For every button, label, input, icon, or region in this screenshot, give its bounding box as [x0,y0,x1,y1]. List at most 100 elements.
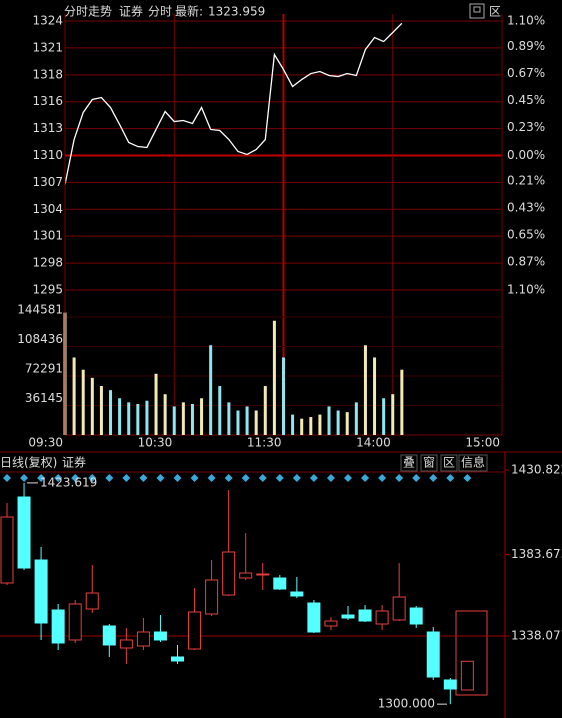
chart-title: 日线(复权) [0,456,57,470]
y-tick-label: 1338.077 [511,628,562,642]
y2-tick-label: 0.89% [507,39,545,53]
y2-tick-label: 0.21% [507,174,545,188]
button-frame[interactable] [440,454,458,472]
candle-body [341,614,355,619]
volume-bar [382,398,386,435]
volume-bar [400,369,404,435]
candle-body [358,609,372,622]
marker-diamond [105,474,114,482]
volume-bar [309,417,313,435]
candle-body [426,631,440,678]
marker-diamond [326,474,335,482]
y-tick-label: 1318 [32,67,63,81]
marker-diamond [207,474,216,482]
marker-diamond [361,474,370,482]
marker-diamond [429,474,438,482]
y-tick-label: 1301 [32,229,63,243]
candle-body [460,660,474,691]
x-tick-label: 15:00 [465,436,500,450]
candle-body [443,679,457,690]
volume-bar [99,386,103,435]
volume-bar [245,406,249,435]
y2-tick-label: 0.23% [507,120,545,134]
annotation: 1300.000 [378,697,435,711]
candle-body [51,609,65,644]
volume-bar [172,406,176,435]
button[interactable]: 信息 [461,455,485,470]
volume-bar [72,357,76,435]
y-tick-label: 144581 [17,302,63,316]
annotation: 1423.619 [40,475,97,489]
volume-bar [254,410,258,435]
icon-box[interactable] [469,3,485,19]
marker-diamond [3,474,11,482]
y-tick-label: 1383.673 [511,547,562,561]
x-tick-label: 09:30 [28,436,63,450]
y-tick-label: 1313 [32,121,63,135]
candle-body [409,607,423,625]
volume-bar [136,403,140,435]
volume-bar [373,357,377,435]
volume-bar [218,386,222,435]
volume-bar [272,320,276,435]
marker-diamond [71,474,80,482]
volume-bar [90,377,94,435]
button[interactable]: 区 [443,456,455,470]
icon-lock [473,6,481,13]
button-frame[interactable] [400,454,418,472]
volume-bar [327,406,331,435]
y-tick-label: 1430.822 [511,463,562,477]
volume-bar [345,412,349,435]
last-value: 1323.959 [208,5,265,19]
button[interactable]: 窗 [423,456,435,470]
candle-body [239,572,253,579]
marker-diamond [446,474,455,482]
marker-diamond [122,474,131,482]
volume-bar [318,414,322,435]
volume-bar [127,402,131,435]
marker-diamond [88,474,97,482]
marker-diamond [292,474,301,482]
button-frame[interactable] [458,454,488,472]
y2-tick-label: 0.43% [507,201,545,215]
button-frame[interactable] [420,454,438,472]
candle-body [85,592,99,610]
price-line [64,22,403,185]
volume-bar [363,345,367,435]
volume-bar [282,357,285,435]
icon[interactable]: 区 [489,5,501,19]
candle-body [119,639,133,649]
volume-bar [154,373,158,435]
candle-body [136,631,150,647]
candle-body [307,602,321,633]
candle-body [256,573,270,576]
candle-body [153,631,167,641]
volume-bar [145,400,149,435]
volume-bar [300,418,304,435]
volume-bar [118,398,122,435]
volume-bar [81,369,85,435]
x-tick-label: 10:30 [138,436,173,450]
candle-body [0,516,14,584]
volume-bar [263,386,267,435]
marker-diamond [463,474,472,482]
y-tick-label: 1298 [32,256,63,270]
y-tick-label: 1310 [32,148,63,162]
marker-diamond [378,474,387,482]
volume-bar [209,345,213,435]
marker-diamond [139,474,148,482]
last-label: 最新: [175,4,203,19]
mode: 分时 [148,5,172,19]
button[interactable]: 叠 [403,456,415,470]
symbol: 证券 [119,4,143,19]
y2-tick-label: 0.65% [507,227,545,241]
y-tick-label: 1324 [32,14,63,28]
marker-diamond [275,474,284,482]
marker-diamond [37,474,46,482]
candle-body [375,610,389,625]
x-tick-label: 11:30 [247,436,282,450]
volume-bar [336,410,340,435]
y-tick-label: 108436 [17,332,63,346]
